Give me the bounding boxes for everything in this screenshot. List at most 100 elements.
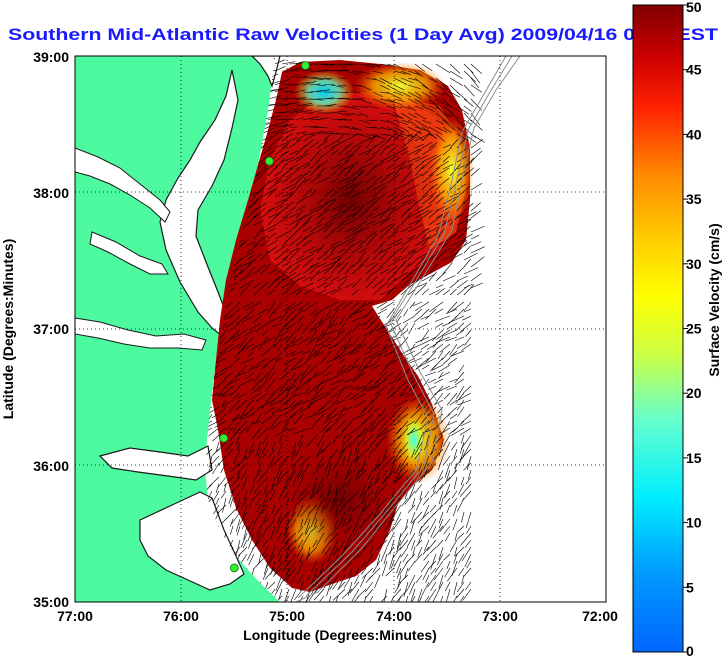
velocity-vector [402,553,409,563]
velocity-vector [407,91,422,100]
velocity-vector [349,434,360,448]
velocity-vector [441,350,451,361]
velocity-vector [331,525,339,536]
velocity-vector [452,420,465,433]
velocity-vector [379,91,389,94]
velocity-vector [281,201,295,212]
velocity-vector [421,63,433,71]
velocity-vector [394,581,402,593]
velocity-vector [237,392,248,399]
velocity-vector [316,497,325,512]
velocity-vector [330,276,340,282]
velocity-vector [442,434,451,448]
velocity-vector [253,226,264,240]
velocity-vector [363,357,374,369]
velocity-vector [406,532,416,547]
velocity-vector [329,371,346,381]
velocity-vector [344,315,353,322]
velocity-vector [302,178,311,184]
velocity-vector [253,264,267,275]
velocity-vector [351,139,367,149]
velocity-vector [316,117,330,121]
velocity-vector [463,63,474,74]
velocity-vector [414,210,430,219]
velocity-vector [456,119,465,128]
velocity-vector [251,420,262,425]
velocity-vector [283,364,290,373]
velocity-vector [261,539,269,548]
velocity-vector [470,70,480,84]
velocity-vector [265,378,276,392]
velocity-vector [302,282,314,289]
velocity-vector [449,63,461,74]
velocity-vector [352,518,360,533]
velocity-vector [417,532,423,545]
velocity-vector [330,203,344,212]
velocity-vector [394,399,409,408]
velocity-vector [281,123,295,128]
velocity-vector [337,176,351,184]
map-title: Southern Mid-Atlantic Raw Velocities (1 … [8,25,719,44]
velocity-vector [292,476,297,487]
velocity-vector [246,260,254,268]
velocity-vector [273,301,283,314]
velocity-vector [222,336,234,346]
velocity-vector [313,406,325,416]
velocity-vector [372,91,384,98]
velocity-vector [295,255,305,261]
velocity-vector [253,315,262,324]
velocity-vector [370,392,381,404]
velocity-vector [248,364,255,373]
velocity-vector [442,147,452,156]
velocity-vector [330,191,339,198]
velocity-vector [300,504,311,517]
velocity-vector [421,133,430,142]
velocity-vector [306,385,318,396]
velocity-vector [425,308,437,320]
velocity-vector [343,343,353,351]
velocity-vector [323,560,332,574]
velocity-vector [295,214,306,226]
velocity-vector [361,567,374,579]
velocity-vector [309,264,318,275]
velocity-vector [400,225,413,233]
velocity-vector [271,441,276,451]
velocity-vector [436,329,451,340]
velocity-vector [368,343,381,351]
velocity-vector [427,588,437,602]
velocity-vector [274,119,286,121]
velocity-vector [443,455,451,465]
velocity-vector [400,262,411,275]
velocity-vector [449,233,458,240]
velocity-vector [253,174,263,184]
velocity-vector [351,259,362,268]
velocity-vector [379,126,391,131]
velocity-vector [347,448,353,463]
velocity-vector [355,427,367,440]
velocity-vector [287,553,297,566]
velocity-vector [323,130,334,142]
velocity-vector [414,441,423,456]
velocity-vector [459,448,472,461]
velocity-vector [208,455,220,468]
velocity-vector [341,441,353,452]
chesapeake-bay [159,69,239,338]
velocity-vector [293,392,304,397]
velocity-vector [435,483,444,495]
velocity-vector [267,240,278,247]
velocity-vector [330,497,339,512]
velocity-vector [414,205,423,212]
velocity-vector [242,539,248,549]
velocity-vector [260,224,277,233]
velocity-vector [344,189,353,198]
velocity-vector [393,156,401,163]
velocity-vector [295,81,310,86]
velocity-vector [351,190,365,198]
velocity-vector [349,567,353,577]
velocity-vector [456,240,468,247]
velocity-vector [296,336,311,346]
velocity-vector [331,567,339,575]
velocity-vector [408,581,416,595]
velocity-vector [232,357,241,364]
velocity-vector [274,140,291,149]
